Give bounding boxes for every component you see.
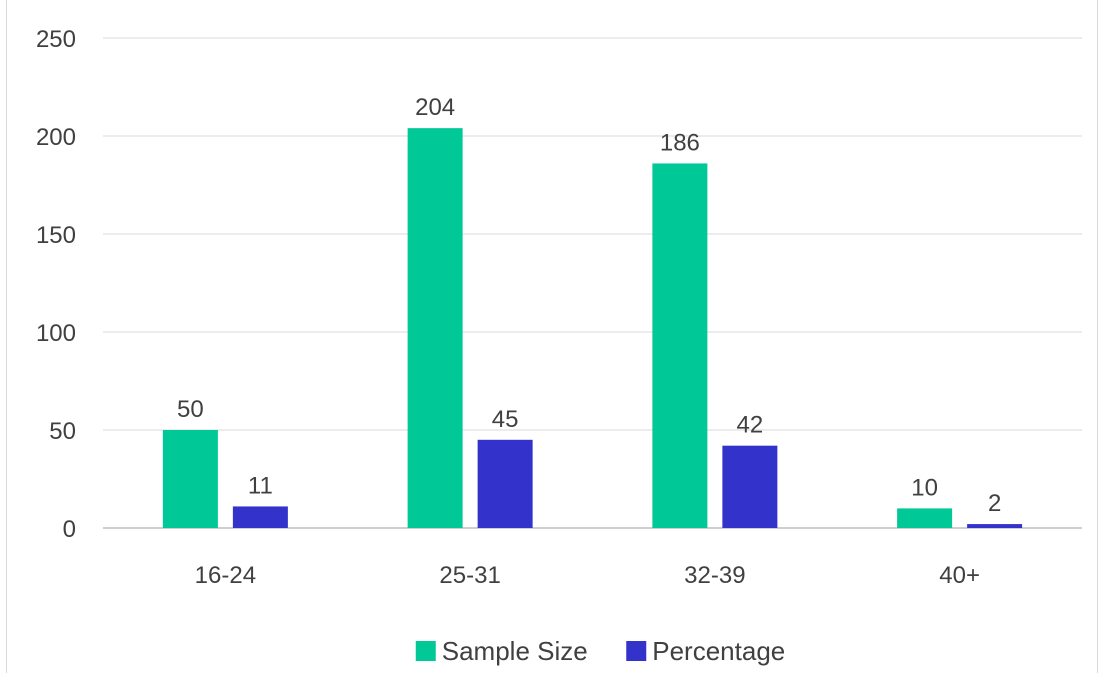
y-tick-label: 0 (63, 516, 76, 543)
y-tick-label: 200 (36, 124, 76, 151)
data-label: 50 (177, 396, 204, 423)
legend-swatch (415, 641, 436, 661)
data-label: 45 (492, 406, 519, 433)
chart-border-right (1097, 0, 1098, 673)
chart-border-left (6, 0, 7, 673)
bar (722, 445, 778, 528)
bar (897, 508, 953, 528)
legend-swatch (626, 641, 647, 661)
bar (407, 128, 463, 528)
data-label: 10 (911, 474, 938, 501)
x-tick-label: 32-39 (684, 562, 745, 589)
y-tick-label: 150 (36, 222, 76, 249)
x-tick-label: 40+ (939, 562, 980, 589)
bar (967, 524, 1023, 528)
bar (232, 506, 288, 528)
bar (652, 163, 708, 528)
data-label: 186 (660, 129, 700, 156)
legend-label: Sample Size (442, 636, 588, 666)
data-label: 11 (248, 472, 273, 499)
y-tick-label: 50 (49, 418, 76, 445)
bar (477, 439, 533, 528)
data-label: 204 (415, 94, 455, 121)
data-label: 42 (737, 412, 764, 439)
data-label: 2 (988, 490, 1001, 517)
y-tick-label: 100 (36, 320, 76, 347)
bar (162, 430, 218, 528)
x-tick-label: 16-24 (195, 562, 256, 589)
legend-label: Percentage (652, 636, 785, 666)
y-tick-label: 250 (36, 26, 76, 53)
x-tick-label: 25-31 (439, 562, 500, 589)
